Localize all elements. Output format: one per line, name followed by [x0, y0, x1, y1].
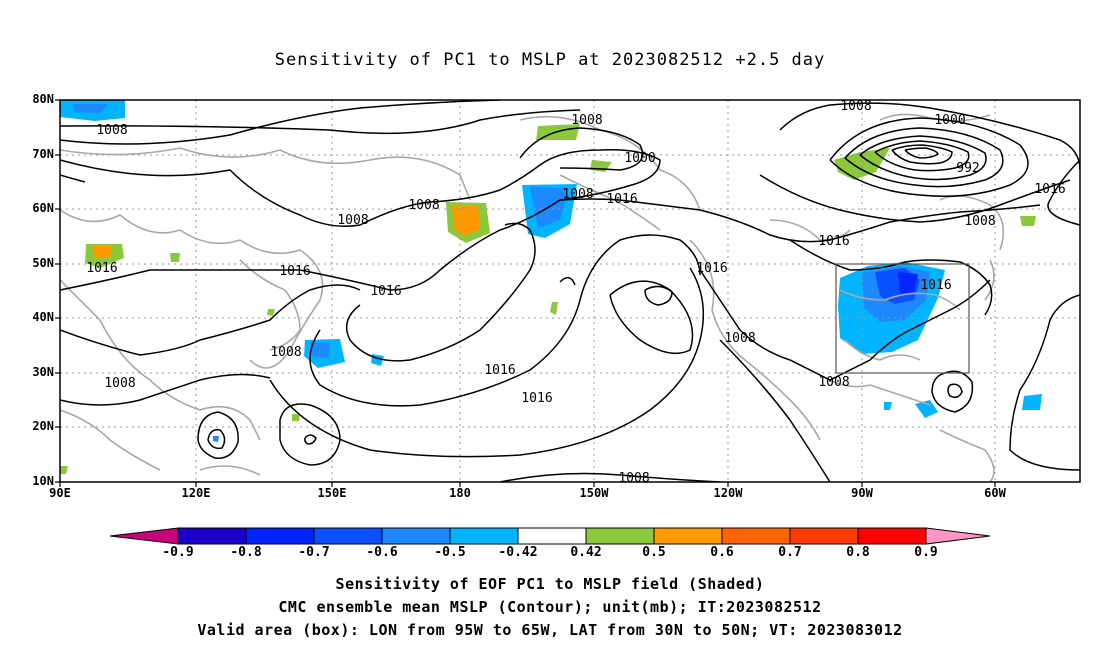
lat-label: 80N — [32, 92, 54, 106]
caption-line-1: Sensitivity of EOF PC1 to MSLP field (Sh… — [335, 575, 765, 593]
colorbar-label: 0.42 — [570, 545, 602, 560]
axis-ticks — [55, 99, 996, 487]
lon-label: 150E — [317, 486, 347, 500]
contour-label: 1016 — [521, 391, 552, 406]
contour-label: 1016 — [370, 284, 401, 299]
colorbar-label: -0.7 — [298, 545, 330, 560]
lon-label: 180 — [449, 486, 471, 500]
contour-label: 1016 — [1034, 182, 1065, 197]
colorbar-swatch — [109, 527, 179, 545]
lat-label: 70N — [32, 147, 54, 161]
lat-label: 60N — [32, 201, 54, 215]
colorbar-swatch — [789, 527, 859, 545]
contour-label: 1016 — [696, 261, 727, 276]
contour-label: 1008 — [840, 99, 871, 114]
colorbar-label: -0.8 — [230, 545, 262, 560]
colorbar-swatch — [653, 527, 723, 545]
contour-label: 1008 — [724, 331, 755, 346]
contour-label: 1008 — [96, 123, 127, 138]
lon-label: 120E — [181, 486, 211, 500]
lat-label: 20N — [32, 419, 54, 433]
lon-label: 90W — [851, 486, 873, 500]
contour-label: 1016 — [279, 264, 310, 279]
colorbar-swatch — [381, 527, 451, 545]
colorbar-label: 0.7 — [778, 545, 802, 560]
colorbar-label: 0.8 — [846, 545, 870, 560]
colorbar-swatch — [585, 527, 655, 545]
colorbar-label: -0.42 — [498, 545, 538, 560]
colorbar-swatch — [517, 527, 587, 545]
contour-label: 1008 — [818, 375, 849, 390]
contour-label: 1000 — [624, 151, 655, 166]
caption-line-2: CMC ensemble mean MSLP (Contour); unit(m… — [278, 598, 822, 616]
caption-line-3: Valid area (box): LON from 95W to 65W, L… — [197, 621, 903, 639]
colorbar-swatch — [925, 527, 991, 545]
contour-label: 1000 — [934, 113, 965, 128]
lat-label: 10N — [32, 474, 54, 488]
lat-label: 50N — [32, 256, 54, 270]
contour-label: 1016 — [86, 261, 117, 276]
contour-label: 1016 — [484, 363, 515, 378]
colorbar-label: 0.5 — [642, 545, 666, 560]
contour-label: 992 — [956, 161, 979, 176]
contour-label: 1008 — [270, 345, 301, 360]
colorbar-swatch — [313, 527, 383, 545]
colorbar-swatch — [177, 527, 247, 545]
contour-label: 1008 — [562, 187, 593, 202]
contour-label: 1016 — [920, 278, 951, 293]
lon-label: 150W — [579, 486, 609, 500]
mslp-contours — [60, 100, 1080, 482]
lat-label: 30N — [32, 365, 54, 379]
lon-label: 90E — [49, 486, 71, 500]
chart-title: Sensitivity of PC1 to MSLP at 2023082512… — [274, 50, 826, 70]
colorbar-swatch — [245, 527, 315, 545]
colorbar-label: 0.9 — [914, 545, 938, 560]
colorbar — [109, 527, 991, 545]
contour-label: 1008 — [337, 213, 368, 228]
lon-label: 120W — [713, 486, 743, 500]
valid-area-box — [835, 263, 970, 374]
lat-label: 40N — [32, 310, 54, 324]
contour-label: 1008 — [964, 214, 995, 229]
colorbar-label: -0.9 — [162, 545, 194, 560]
contour-label: 1016 — [818, 234, 849, 249]
map-frame — [59, 99, 1081, 483]
contour-label: 1008 — [571, 113, 602, 128]
contour-label: 1008 — [104, 376, 135, 391]
contour-label-group: 1008 1008 1008 1008 1016 1016 1008 1000 … — [86, 99, 1065, 486]
lon-label: 60W — [984, 486, 1006, 500]
contour-label: 1008 — [408, 198, 439, 213]
colorbar-label: -0.6 — [366, 545, 398, 560]
colorbar-label: -0.5 — [434, 545, 466, 560]
contour-label: 1008 — [618, 471, 649, 486]
contour-label: 1016 — [606, 192, 637, 207]
colorbar-swatch — [721, 527, 791, 545]
colorbar-label: 0.6 — [710, 545, 734, 560]
colorbar-swatch — [449, 527, 519, 545]
colorbar-swatch — [857, 527, 927, 545]
